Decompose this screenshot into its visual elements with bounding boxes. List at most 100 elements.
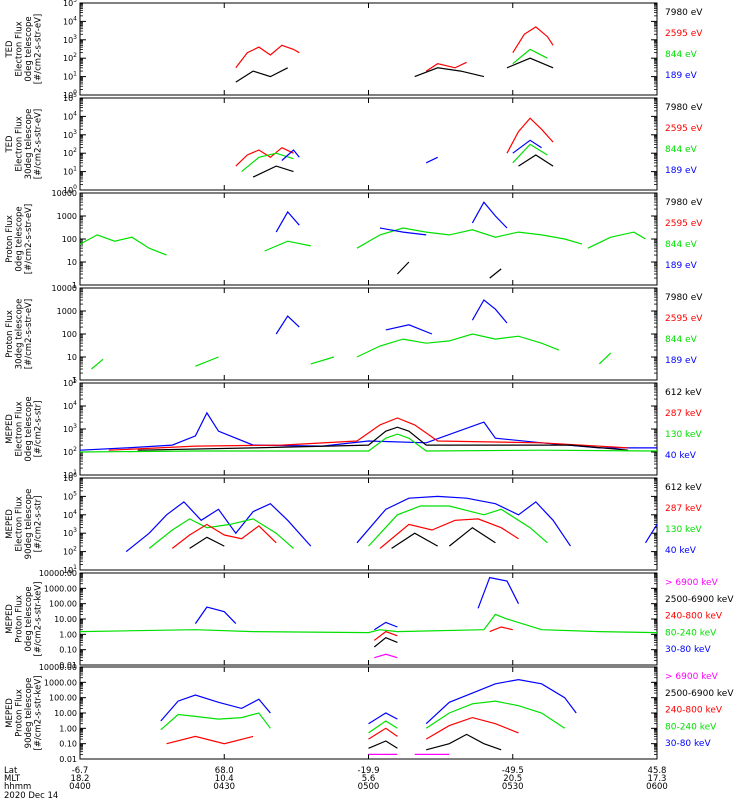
panel-5: 101 102 103 104 105 MEPEDElectron Flux0deg te… <box>5 377 702 480</box>
series-blue-segment <box>425 678 577 725</box>
series-red-segment <box>373 630 398 641</box>
legend-entry: 2595 eV <box>665 219 703 229</box>
y-axis-label: MEPEDElectron Flux90deg telescope[#/cm2-… <box>5 489 44 560</box>
series-black-segment <box>235 67 288 83</box>
x-tick-value: -49.5 <box>502 766 524 776</box>
series-blue-segment <box>125 501 312 553</box>
series-red-segment <box>489 626 513 633</box>
series-black-segment <box>518 154 554 167</box>
x-tick-value: 0530 <box>502 782 524 792</box>
x-row-label: hhmm <box>4 782 31 792</box>
y-tick-label: 103 <box>63 129 77 140</box>
series-red-segment <box>108 417 629 451</box>
series-black-segment <box>396 261 410 275</box>
panel-1: 100 101 102 103 104 105 TEDElectron Flux0deg t… <box>5 0 703 100</box>
series-green-segment <box>425 700 566 729</box>
series-black-segment <box>252 165 294 178</box>
y-tick-label: 103 <box>63 423 77 434</box>
series-blue-segment <box>281 149 300 161</box>
panel-2: 100 101 102 103 104 105 TEDElectron Flux30deg … <box>5 92 703 195</box>
series-blue-segment <box>373 621 398 631</box>
series-green-segment <box>368 720 398 734</box>
y-axis-label: TEDElectron Flux30deg telescope[#/cm2-s-… <box>5 109 44 180</box>
legend-entry: 80-240 keV <box>665 722 717 732</box>
y-tick-label: 106 <box>63 472 77 483</box>
y-tick-label: 1000.00 <box>44 678 77 687</box>
series-blue-segment <box>356 495 571 547</box>
y-tick-label: 103 <box>63 34 77 45</box>
series-magenta-segment <box>374 653 398 659</box>
y-tick-label: 105 <box>63 0 77 8</box>
y-tick-label: 105 <box>63 92 77 103</box>
x-tick-value: 0400 <box>69 782 91 792</box>
y-tick-label: 105 <box>63 377 77 388</box>
y-tick-label: 10000.00 <box>39 663 77 672</box>
series-black-segment <box>391 532 438 549</box>
series-green-segment <box>310 356 335 365</box>
series-red-segment <box>235 146 294 167</box>
y-tick-label: 101 <box>63 564 77 575</box>
x-tick-value: 0430 <box>213 782 235 792</box>
x-tick-value: 68.0 <box>215 766 234 776</box>
series-green-segment <box>148 518 294 549</box>
y-tick-label: 100 <box>62 235 77 244</box>
series-green-segment <box>79 613 658 634</box>
panel-frame <box>79 2 658 96</box>
series-black-segment <box>189 536 225 549</box>
y-tick-label: 100.00 <box>49 600 77 609</box>
y-tick-label: 10.00 <box>54 709 77 718</box>
series-blue-segment <box>368 712 398 725</box>
series-blue-segment <box>275 210 300 233</box>
legend-entry: 30-80 keV <box>665 645 711 655</box>
series-red-segment <box>171 523 277 549</box>
x-row-label: Lat <box>4 766 18 776</box>
legend-entry: 844 eV <box>665 50 698 60</box>
legend-entry: > 6900 keV <box>665 672 719 682</box>
x-tick-value: -6.7 <box>72 766 89 776</box>
y-axis-label: Proton Flux0deg telescope[#/cm2-s-str-eV… <box>5 204 34 274</box>
y-tick-label: 100.00 <box>49 694 77 703</box>
y-tick-label: 1.00 <box>59 724 77 733</box>
y-tick-label: 104 <box>63 15 77 26</box>
legend-entry: 80-240 keV <box>665 628 717 638</box>
x-tick-value: 5.6 <box>362 774 376 784</box>
y-tick-label: 103 <box>63 527 77 538</box>
legend-entry: 130 keV <box>665 525 702 535</box>
y-tick-label: 100 <box>63 89 77 100</box>
legend-entry: 189 eV <box>665 71 698 81</box>
series-green-segment <box>356 333 560 358</box>
series-black-segment <box>448 526 496 547</box>
panel-6: 101 102 103 104 105 106 MEPEDElectron Flux90de… <box>5 472 702 575</box>
panel-frame <box>79 192 658 286</box>
series-black-segment <box>414 67 485 78</box>
series-green-segment <box>79 433 658 453</box>
series-blue-segment <box>425 156 438 164</box>
y-tick-label: 100 <box>62 330 77 339</box>
legend-entry: 612 keV <box>665 388 702 398</box>
y-tick-label: 101 <box>63 166 77 177</box>
series-blue-segment <box>194 606 237 625</box>
series-red-segment <box>368 727 398 740</box>
y-tick-label: 0.01 <box>59 661 77 670</box>
series-blue-segment <box>477 576 520 609</box>
series-red-segment <box>425 61 467 72</box>
y-tick-label: 0.10 <box>59 740 77 749</box>
series-blue-segment <box>471 201 508 229</box>
series-black-segment <box>489 268 502 279</box>
legend-entry: 2500-6900 keV <box>665 595 734 605</box>
panel-frame <box>79 666 658 760</box>
legend-entry: 240-800 keV <box>665 706 723 716</box>
panel-8: 0.01 0.10 1.00 10.00 100.00 1000.00 10000.00 ME… <box>5 663 734 764</box>
series-blue-segment <box>471 299 508 324</box>
legend-entry: 844 eV <box>665 335 698 345</box>
series-blue-segment <box>160 694 271 722</box>
legend-entry: 2595 eV <box>665 314 703 324</box>
y-tick-label: 101 <box>63 71 77 82</box>
series-green-segment <box>241 152 294 173</box>
y-tick-label: 1000.00 <box>44 584 77 593</box>
panel-frame <box>79 382 658 476</box>
series-red-segment <box>506 117 554 154</box>
plot-date: 2020 Dec 14 <box>4 791 58 800</box>
series-green-segment <box>160 712 271 731</box>
legend-entry: 844 eV <box>665 240 698 250</box>
